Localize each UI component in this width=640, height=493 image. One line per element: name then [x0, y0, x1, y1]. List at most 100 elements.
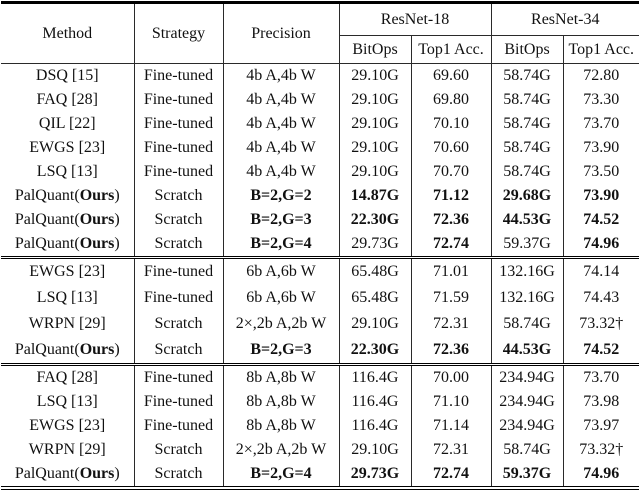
table-row: PalQuant(Ours) Scratch B=2,G=3 22.30G 72.36 4…: [1, 337, 639, 365]
bitops-r18-cell: 29.10G: [338, 311, 411, 337]
strategy-cell: Fine-tuned: [133, 88, 223, 112]
precision-cell: 2×,2b A,2b W: [222, 311, 339, 337]
top1-r18-cell: 70.70: [410, 160, 491, 184]
strategy-cell: Fine-tuned: [133, 363, 223, 390]
method-cell: WRPN [29]: [28, 441, 106, 458]
method-cell: PalQuant(Ours): [14, 187, 120, 204]
top1-r34-cell: 73.50: [562, 160, 639, 184]
col-header-strategy: Strategy: [133, 2, 223, 64]
col-header-precision: Precision: [222, 2, 339, 64]
precision-cell: 8b A,8b W: [222, 414, 339, 438]
top1-r34-cell: 73.90: [562, 184, 639, 208]
table-row: PalQuant(Ours) Scratch B=2,G=2 14.87G 71.12 2…: [1, 184, 639, 208]
bitops-r18-cell: 29.10G: [338, 112, 411, 136]
bitops-r18-cell: 29.10G: [338, 136, 411, 160]
strategy-cell: Fine-tuned: [133, 112, 223, 136]
top1-r18-cell: 72.74: [410, 232, 491, 258]
method-cell: EWGS [23]: [29, 139, 106, 156]
strategy-cell: Fine-tuned: [133, 414, 223, 438]
strategy-cell: Fine-tuned: [133, 390, 223, 414]
table-row: LSQ [13] Fine-tuned 8b A,8b W 116.4G 71.10 23…: [1, 390, 639, 414]
bitops-r18-cell: 116.4G: [338, 363, 411, 390]
top1-r34-cell: 74.14: [562, 256, 639, 285]
precision-cell: B=2,G=2: [222, 184, 339, 208]
precision-cell: B=2,G=3: [222, 337, 339, 365]
precision-cell: 2×,2b A,2b W: [222, 438, 339, 462]
top1-r34-cell: 73.32†: [562, 438, 639, 462]
table-row: FAQ [28] Fine-tuned 4b A,4b W 29.10G 69.80 58…: [1, 88, 639, 112]
strategy-cell: Scratch: [133, 462, 223, 488]
col-header-top1-r18: Top1 Acc.: [410, 35, 491, 64]
bitops-r34-cell: 234.94G: [490, 363, 563, 390]
bitops-r34-cell: 58.74G: [490, 311, 563, 337]
top1-r18-cell: 71.01: [410, 256, 491, 285]
strategy-cell: Fine-tuned: [133, 63, 223, 88]
col-header-top1-r34: Top1 Acc.: [562, 35, 639, 64]
bitops-r18-cell: 29.73G: [338, 232, 411, 258]
top1-r18-cell: 69.60: [410, 63, 491, 88]
bitops-r18-cell: 29.73G: [338, 462, 411, 488]
strategy-cell: Fine-tuned: [133, 136, 223, 160]
strategy-cell: Scratch: [133, 208, 223, 232]
bitops-r18-cell: 65.48G: [338, 256, 411, 285]
bitops-r18-cell: 29.10G: [338, 88, 411, 112]
precision-cell: 4b A,4b W: [222, 88, 339, 112]
top1-r34-cell: 72.80: [562, 63, 639, 88]
method-cell: EWGS [23]: [1, 256, 134, 285]
top1-r18-cell: 71.59: [410, 285, 491, 311]
table-body: DSQ [15] Fine-tuned 4b A,4b W 29.10G 69.60 58…: [1, 63, 639, 488]
bitops-r34-cell: 44.53G: [490, 208, 563, 232]
col-header-resnet34: ResNet-34: [490, 2, 639, 36]
bitops-r18-cell: 29.10G: [338, 63, 411, 88]
top1-r18-cell: 72.36: [410, 208, 491, 232]
top1-r34-cell: 74.52: [562, 337, 639, 365]
bitops-r34-cell: 59.37G: [490, 232, 563, 258]
method-cell: QIL [22]: [38, 115, 96, 132]
bitops-r34-cell: 58.74G: [490, 88, 563, 112]
bitops-r18-cell: 29.10G: [338, 438, 411, 462]
bitops-r34-cell: 44.53G: [490, 337, 563, 365]
strategy-cell: Fine-tuned: [133, 285, 223, 311]
table-row: PalQuant(Ours) Scratch B=2,G=4 29.73G 72.74 5…: [1, 232, 639, 258]
table-row: PalQuant(Ours) Scratch B=2,G=4 29.73G 72.74 5…: [1, 462, 639, 488]
bitops-r34-cell: 234.94G: [490, 390, 563, 414]
table-row: QIL [22] Fine-tuned 4b A,4b W 29.10G 70.10 58…: [1, 112, 639, 136]
top1-r18-cell: 71.12: [410, 184, 491, 208]
top1-r34-cell: 73.30: [562, 88, 639, 112]
top1-r18-cell: 70.10: [410, 112, 491, 136]
col-header-bitops-r34: BitOps: [490, 35, 563, 64]
col-header-resnet18: ResNet-18: [338, 2, 491, 36]
top1-r34-cell: 74.52: [562, 208, 639, 232]
strategy-cell: Fine-tuned: [133, 256, 223, 285]
precision-cell: B=2,G=4: [222, 462, 339, 488]
precision-cell: 4b A,4b W: [222, 112, 339, 136]
strategy-cell: Scratch: [133, 311, 223, 337]
method-cell: PalQuant(Ours): [14, 465, 120, 482]
table-row: WRPN [29] Scratch 2×,2b A,2b W 29.10G 72.31 5…: [1, 311, 639, 337]
strategy-cell: Scratch: [133, 337, 223, 365]
table-row: FAQ [28] Fine-tuned 8b A,8b W 116.4G 70.00 23…: [1, 363, 639, 390]
top1-r18-cell: 71.14: [410, 414, 491, 438]
table-row: LSQ [13] Fine-tuned 4b A,4b W 29.10G 70.70 58…: [1, 160, 639, 184]
top1-r34-cell: 74.96: [562, 462, 639, 488]
strategy-cell: Scratch: [133, 184, 223, 208]
table-row: EWGS [23] Fine-tuned 6b A,6b W 65.48G 71.01 1…: [1, 256, 639, 285]
table-header: Method Strategy Precision ResNet-18 ResN…: [1, 2, 639, 64]
bitops-r18-cell: 22.30G: [338, 208, 411, 232]
precision-cell: B=2,G=4: [222, 232, 339, 258]
top1-r34-cell: 73.32†: [562, 311, 639, 337]
precision-cell: 4b A,4b W: [222, 63, 339, 88]
bitops-r34-cell: 58.74G: [490, 438, 563, 462]
precision-cell: 8b A,8b W: [222, 363, 339, 390]
method-cell: PalQuant(Ours): [14, 341, 120, 358]
precision-cell: 4b A,4b W: [222, 136, 339, 160]
top1-r18-cell: 71.10: [410, 390, 491, 414]
top1-r34-cell: 73.70: [562, 363, 639, 390]
table-row: DSQ [15] Fine-tuned 4b A,4b W 29.10G 69.60 58…: [1, 63, 639, 88]
top1-r34-cell: 73.98: [562, 390, 639, 414]
table-row: PalQuant(Ours) Scratch B=2,G=3 22.30G 72.36 4…: [1, 208, 639, 232]
bitops-r34-cell: 58.74G: [490, 63, 563, 88]
method-cell: EWGS [23]: [29, 417, 106, 434]
bitops-r34-cell: 132.16G: [490, 256, 563, 285]
